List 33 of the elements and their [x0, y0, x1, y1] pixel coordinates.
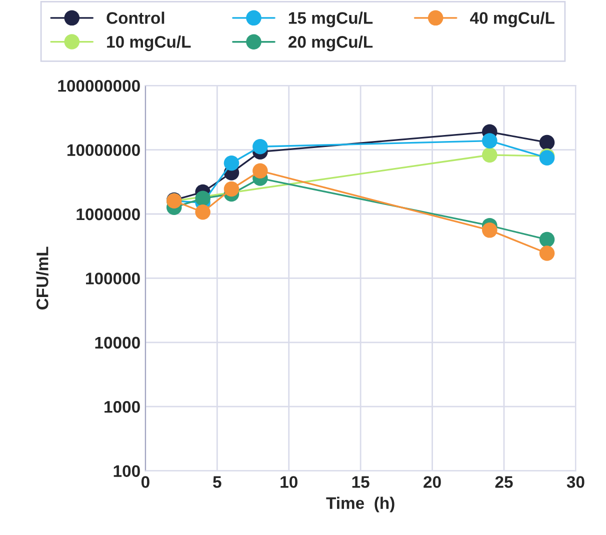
- legend-label: Control: [106, 12, 164, 24]
- y-axis-title: CFU/mL: [36, 246, 48, 310]
- y-tick-label: 1000: [104, 401, 140, 413]
- x-tick-label: 20: [424, 476, 441, 488]
- point: [252, 163, 268, 178]
- y-tick-label: 100000: [86, 272, 140, 284]
- legend-label: 20 mgCu/L: [288, 36, 373, 52]
- point: [482, 133, 498, 148]
- y-tick-label: 1000000: [76, 208, 140, 220]
- legend-label: 40 mgCu/L: [470, 12, 554, 28]
- y-tick-label: 100: [114, 465, 140, 478]
- x-tick-label: 5: [213, 476, 222, 488]
- x-tick-label: 30: [566, 476, 584, 488]
- y-tick-label: 10000000: [67, 144, 140, 156]
- point: [539, 134, 555, 150]
- point: [539, 246, 555, 261]
- x-tick-label: 15: [352, 476, 370, 488]
- point: [224, 181, 240, 197]
- y-tick-label: 100000000: [58, 80, 140, 92]
- y-tick-label: 10000: [95, 336, 140, 349]
- x-axis-title: Time (h): [326, 496, 394, 512]
- point: [482, 147, 498, 163]
- point: [195, 204, 210, 220]
- point: [195, 190, 210, 206]
- point: [539, 232, 555, 248]
- legend-label: 10 mgCu/L: [107, 36, 191, 52]
- x-tick-label: 10: [280, 476, 298, 488]
- legend-label: 15 mgCu/L: [288, 12, 373, 28]
- x-tick-label: 25: [495, 476, 513, 488]
- point: [252, 139, 268, 154]
- point: [482, 222, 498, 238]
- x-tick-label: 0: [141, 476, 150, 488]
- point: [224, 155, 240, 171]
